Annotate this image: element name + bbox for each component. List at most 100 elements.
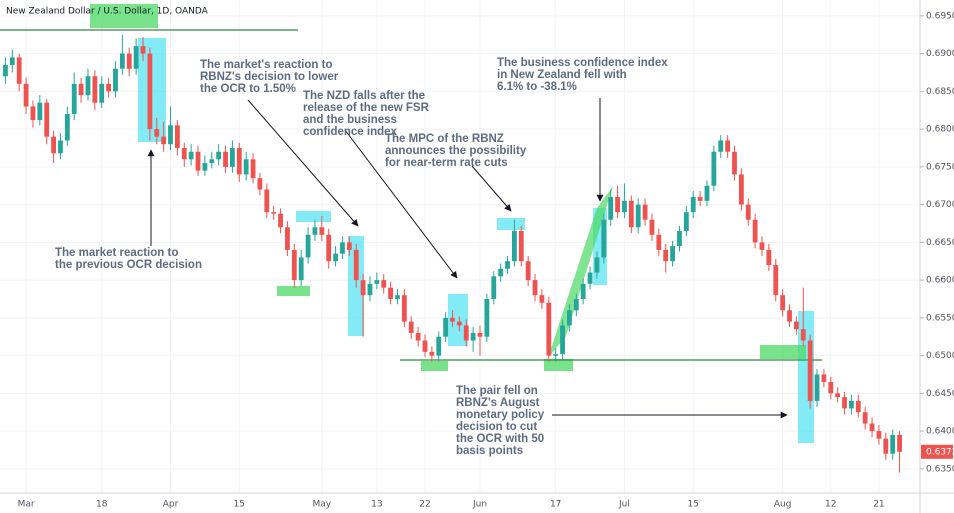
candle-body [264,189,270,213]
candle-body [635,204,641,228]
x-tick-label: 12 [825,500,836,510]
candle-body [374,280,380,284]
candle-body [649,219,655,235]
candle-body [560,325,565,355]
candle-body [704,185,710,201]
candle-body [773,264,779,296]
candle-body [436,336,442,356]
candle-body [450,317,455,322]
candle-body [278,213,283,228]
candle-body [766,249,772,265]
candle-body [23,83,29,107]
candle-body [862,412,868,424]
annotation-line: The MPC of the RBNZ [385,133,504,145]
candle-body [271,212,277,214]
candle-body [670,246,675,262]
candle-body [257,178,263,190]
candle-body [230,147,235,167]
candle-body [305,234,311,258]
annotation: The pair fell on RBNZ's August monetary … [456,385,547,457]
candle-body [890,434,896,454]
candle-body [71,83,77,115]
candle-body [752,219,758,243]
candle-body [470,332,476,341]
annotation-line: and the business [303,114,397,126]
y-tick-label: 0.67500 [926,162,954,172]
x-tick-label: 15 [234,500,245,510]
highlight-box [544,359,573,371]
candle-body [849,400,854,409]
candle-body [525,261,531,281]
annotation-line: monetary policy [456,409,545,421]
candle-body [532,280,538,296]
y-tick-label: 0.69000 [926,49,954,59]
candle-body [835,393,841,398]
annotation-line: The business confidence index [497,57,668,69]
candle-body [312,227,318,235]
candle-body [168,125,173,145]
x-tick-label: 18 [96,500,108,510]
annotation-line: RBNZ's decision to lower [200,71,339,83]
candle-body [326,234,332,262]
x-tick-label: 15 [687,500,698,510]
highlight-box [421,361,448,371]
candle-body [505,261,510,269]
candle-body [663,249,669,262]
x-tick-label: 13 [371,500,382,510]
annotation-line: the previous OCR decision [55,259,202,271]
annotation-line: 6.1% to -38.1% [497,81,577,93]
candle-body [628,200,634,228]
highlight-box [448,294,468,346]
candle-body [37,102,43,121]
highlight-box [90,4,158,28]
candle-body [209,159,215,164]
y-tick-label: 0.66500 [926,238,954,248]
annotation-line: basis points [456,445,523,457]
chart-title: New Zealand Dollar / U.S. Dollar, 1D, OA… [6,7,209,17]
candle-body [594,257,600,273]
candle-body [677,231,682,247]
x-tick-label: May [313,500,332,510]
candle-body [807,340,813,401]
candle-body [690,197,696,213]
highlight-box [277,286,310,296]
x-tick-label: 22 [419,500,430,510]
annotation-line: RBNZ's August [456,397,540,409]
candle-body [78,83,84,96]
candle-body [484,298,490,337]
candle-body [401,295,407,322]
x-tick-label: 17 [550,500,561,510]
candle-body [3,64,8,77]
y-tick-label: 0.64500 [926,389,954,399]
candle-body [587,272,593,284]
candle-body [367,283,373,296]
candle-body [498,268,504,277]
candle-body [463,325,469,341]
candle-body [553,354,559,356]
annotation-line: the OCR with 50 [456,433,544,445]
annotation-line: announces the possibility [385,145,527,157]
candle-body [64,114,70,141]
annotation-line: in New Zealand fell with [497,69,627,81]
candle-body [395,295,400,299]
candle-body [408,321,414,333]
x-tick-label: Apr [163,500,179,510]
annotation-line: The market reaction to [55,247,178,259]
candle-body [58,140,63,154]
candle-body [195,151,201,171]
candle-body [174,125,180,148]
candle-body [793,321,799,330]
candle-body [869,423,875,432]
annotation-line: release of the new FSR [303,102,430,114]
y-tick-label: 0.67000 [926,200,954,210]
arrow [247,99,359,227]
annotation: The NZD falls after the release of the n… [303,90,432,138]
y-tick-label: 0.63500 [926,464,954,474]
candle-body [883,438,889,454]
candle-body [828,382,834,394]
candle-body [285,227,290,250]
candle-body [16,57,22,84]
candle-body [223,151,228,167]
annotation-line: the OCR to 1.50% [200,83,296,95]
